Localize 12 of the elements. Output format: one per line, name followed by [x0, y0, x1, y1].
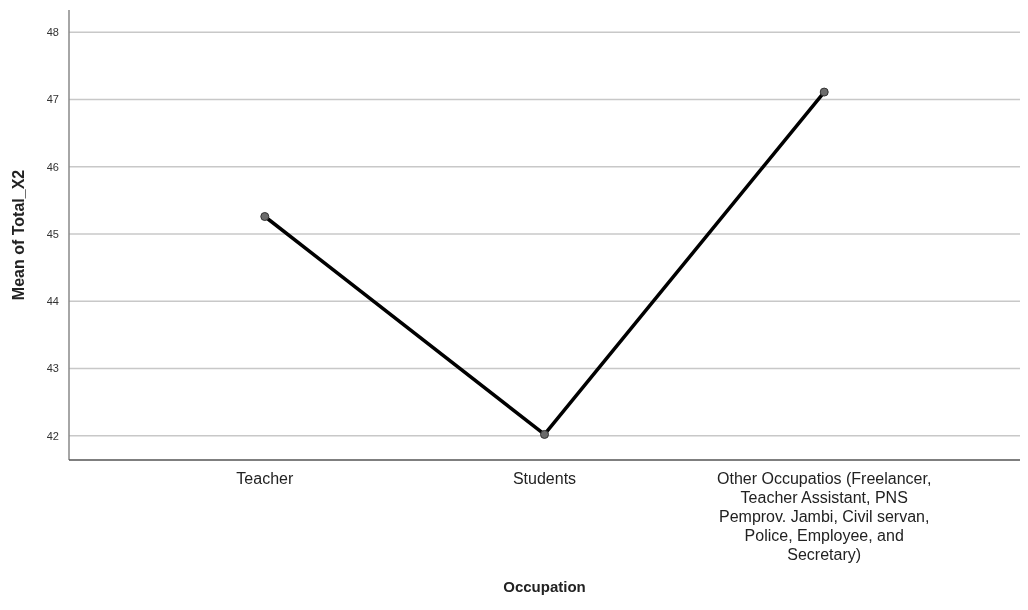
y-tick-label: 45	[46, 227, 59, 240]
x-tick-label: Students	[512, 470, 577, 487]
y-tick-label: 42	[46, 429, 59, 442]
x-tick-label: Other Occupatios (Freelancer, Teacher Assistant, PNS Pemprov. Jambi, Civil servan, Police, Employee, and Secretary)	[717, 470, 932, 563]
y-tick-label: 48	[46, 26, 59, 39]
x-tick-label: Teacher	[236, 470, 294, 487]
y-tick-label: 46	[46, 160, 59, 173]
y-tick-label: 44	[46, 295, 59, 308]
y-tick-label: 43	[46, 362, 59, 375]
y-axis-title: Mean of Total_X2	[10, 169, 27, 301]
y-tick-label: 47	[46, 93, 59, 106]
x-axis-title: Occupation	[503, 578, 586, 595]
